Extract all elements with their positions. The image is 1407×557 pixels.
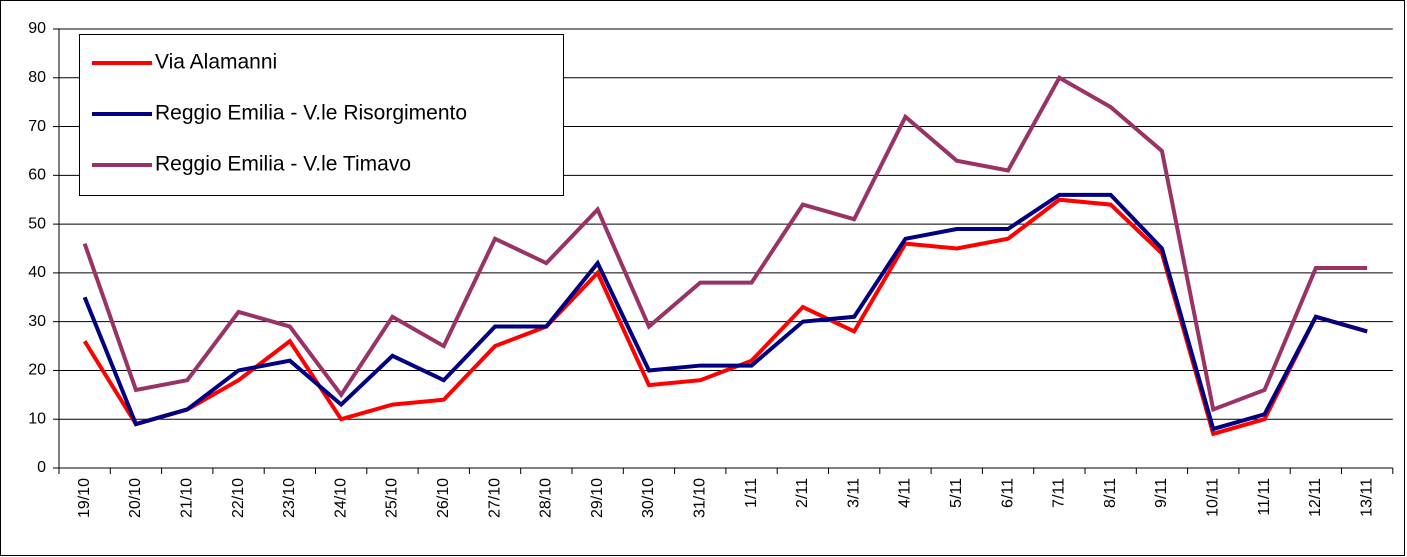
x-tick-label: 30/10 — [640, 478, 657, 518]
x-tick-label: 25/10 — [384, 478, 401, 518]
y-tick-label: 40 — [28, 264, 46, 281]
series-line — [82, 197, 1368, 437]
legend-label: Via Alamanni — [155, 51, 277, 74]
x-tick-label: 31/10 — [691, 478, 708, 518]
x-tick-label: 5/11 — [948, 478, 965, 508]
legend-label: Reggio Emilia - V.le Risorgimento — [155, 102, 467, 125]
x-tick-label: 11/11 — [1256, 478, 1273, 516]
x-tick-label: 2/11 — [794, 478, 811, 508]
x-tick-label: 28/10 — [538, 478, 555, 518]
series-line — [82, 75, 1368, 413]
x-tick-label: 12/11 — [1307, 478, 1324, 517]
y-tick-label: 0 — [37, 459, 46, 476]
series-line — [82, 192, 1368, 432]
y-tick-label: 20 — [28, 362, 46, 379]
x-tick-label: 10/11 — [1204, 478, 1221, 517]
x-tick-label: 4/11 — [897, 478, 914, 508]
x-tick-label: 8/11 — [1102, 478, 1119, 508]
x-tick-label: 6/11 — [999, 478, 1016, 508]
x-tick-label: 23/10 — [281, 478, 298, 518]
x-tick-label: 21/10 — [178, 478, 195, 518]
y-tick-label: 50 — [28, 215, 46, 232]
x-tick-label: 7/11 — [1051, 478, 1068, 508]
legend: Via Alamanni Reggio Emilia - V.le Risorgi… — [79, 34, 564, 196]
x-tick-label: 19/10 — [76, 478, 93, 518]
legend-box — [79, 34, 564, 196]
y-tick-label: 30 — [28, 313, 46, 330]
x-tick-label: 20/10 — [127, 478, 144, 518]
y-tick-label: 80 — [28, 69, 46, 86]
x-tick-label: 13/11 — [1358, 478, 1375, 517]
x-tick-label: 9/11 — [1153, 478, 1170, 508]
y-tick-label: 70 — [28, 118, 46, 135]
x-tick-label: 3/11 — [845, 478, 862, 508]
legend-label: Reggio Emilia - V.le Timavo — [155, 153, 411, 176]
y-tick-label: 90 — [28, 20, 46, 37]
x-tick-label: 29/10 — [589, 478, 606, 518]
x-tick-label: 27/10 — [486, 478, 503, 518]
x-tick-label: 22/10 — [230, 478, 247, 518]
x-tick-label: 1/11 — [743, 478, 760, 508]
y-tick-label: 10 — [28, 410, 46, 427]
x-tick-label: 24/10 — [332, 478, 349, 518]
y-tick-label: 60 — [28, 167, 46, 184]
x-tick-label: 26/10 — [435, 478, 452, 518]
